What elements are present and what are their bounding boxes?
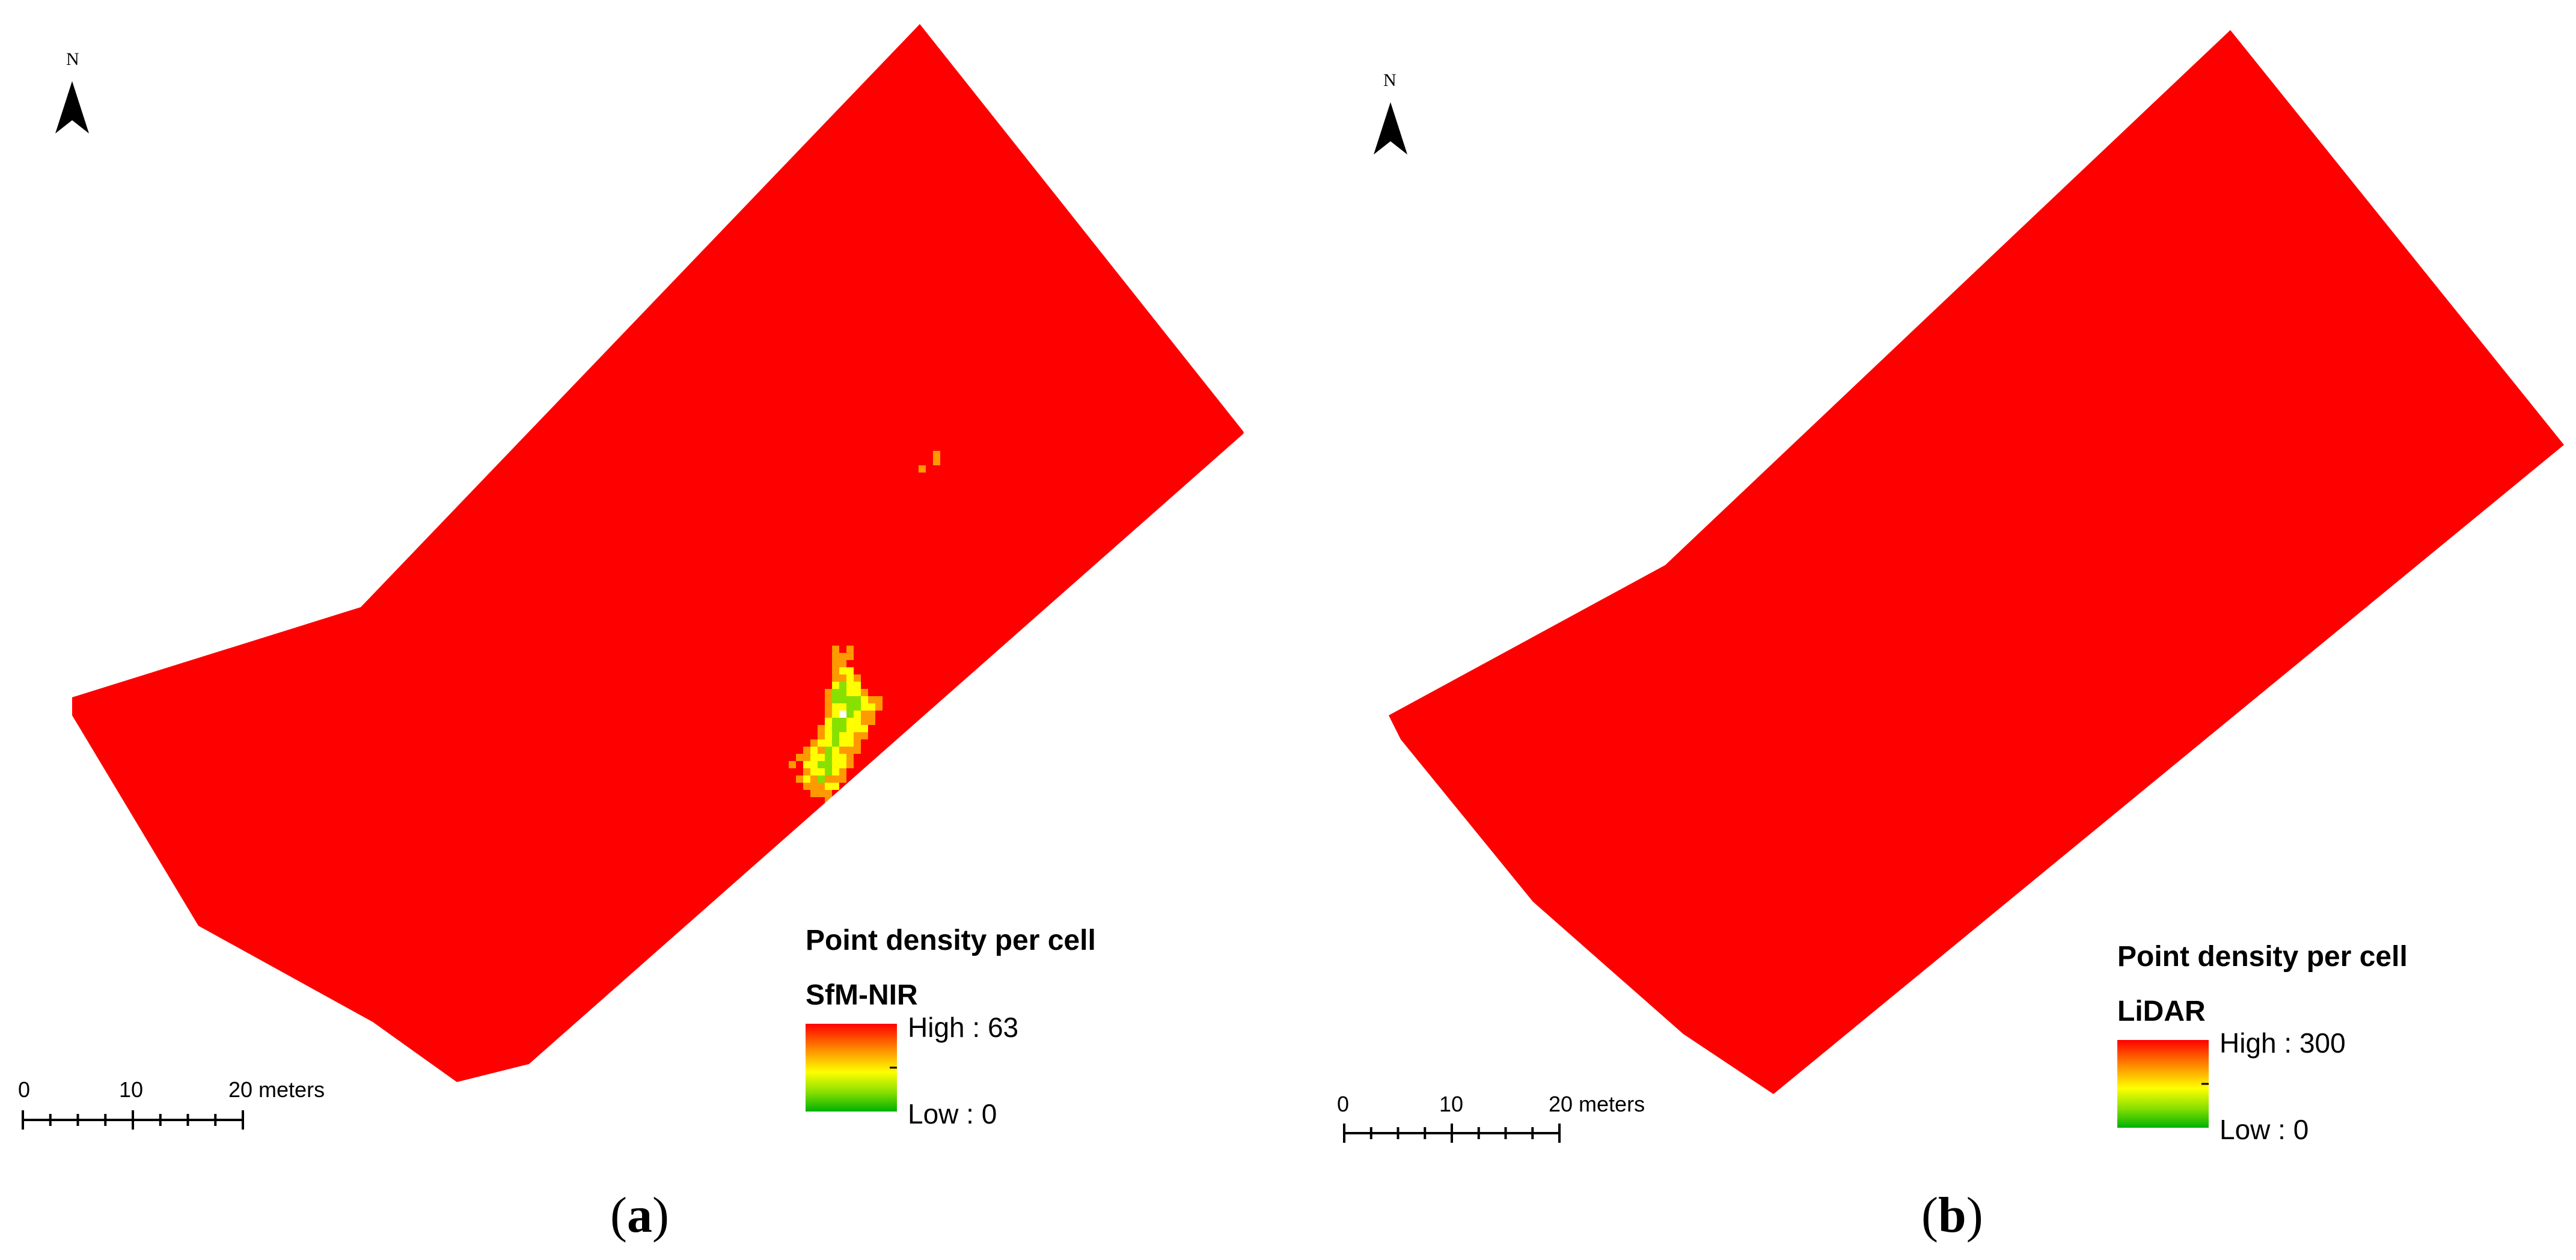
scale-bar <box>22 1110 244 1130</box>
legend-sensor: SfM-NIR <box>806 979 918 1012</box>
legend-high-label: High : 63 <box>908 1011 1018 1044</box>
scale-bar <box>1343 1124 1561 1143</box>
color-ramp <box>806 1024 897 1112</box>
legend-title: Point density per cell <box>806 924 1096 957</box>
scale-label-0: 0 <box>18 1077 30 1102</box>
legend-high-label: High : 300 <box>2220 1027 2346 1059</box>
panel-label-b: (b) <box>1921 1190 1983 1241</box>
scale-label-10: 10 <box>119 1077 143 1102</box>
legend-low-label: Low : 0 <box>908 1098 997 1130</box>
legend-low-label: Low : 0 <box>2220 1113 2308 1146</box>
scale-label-20: 20 meters <box>228 1077 325 1102</box>
panel-label-a: (a) <box>610 1190 669 1241</box>
scale-label-20: 20 meters <box>1549 1092 1645 1117</box>
north-label: N <box>66 49 79 70</box>
color-ramp <box>2117 1040 2209 1128</box>
north-label: N <box>1383 70 1397 91</box>
legend-title: Point density per cell <box>2117 940 2408 973</box>
scale-label-10: 10 <box>1439 1092 1463 1117</box>
north-arrow-icon <box>1374 102 1407 154</box>
scale-label-0: 0 <box>1337 1092 1349 1117</box>
north-arrow-icon <box>55 81 89 133</box>
legend-sensor: LiDAR <box>2117 995 2206 1028</box>
